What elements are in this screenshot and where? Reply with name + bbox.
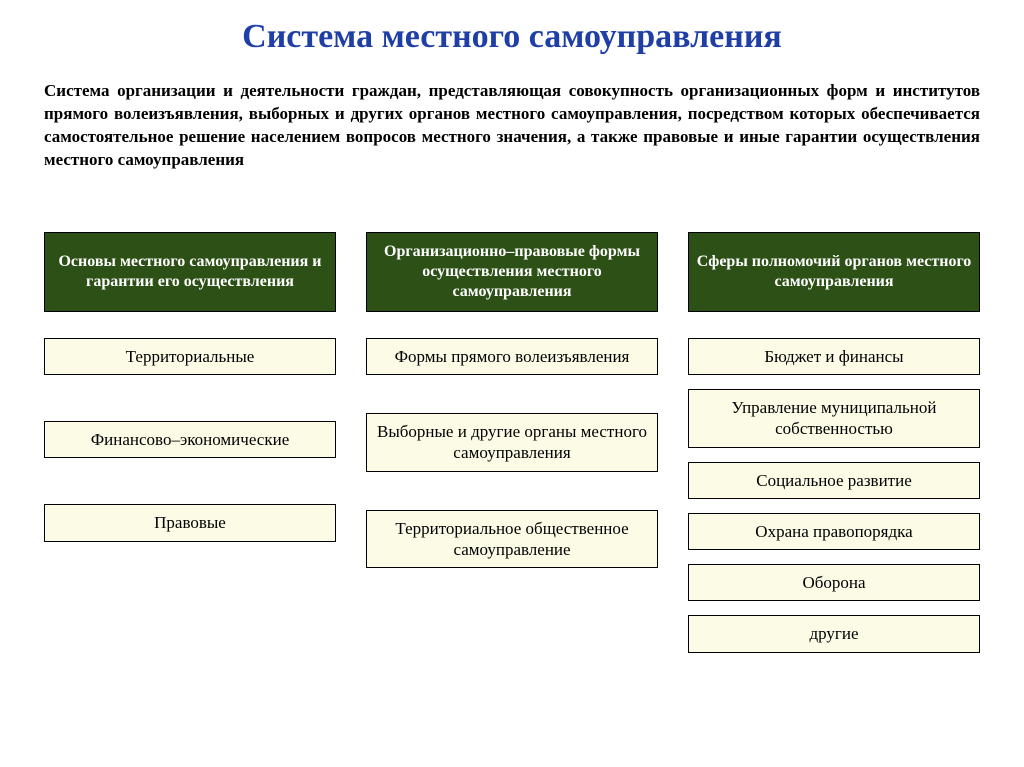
item-social-dev: Социальное развитие [688,462,980,499]
column-foundations: Основы местного самоуправления и гаранти… [44,232,336,588]
item-territorial: Территориальные [44,338,336,375]
columns-container: Основы местного самоуправления и гаранти… [44,232,980,667]
item-legal: Правовые [44,504,336,541]
column-header-powers: Сферы полномочий органов местного самоуп… [688,232,980,312]
item-law-enforcement: Охрана правопорядка [688,513,980,550]
item-direct-will: Формы прямого волеизъявления [366,338,658,375]
item-municipal-property: Управление муниципальной собственностью [688,389,980,448]
column-header-org-forms: Организационно–правовые формы осуществле… [366,232,658,312]
item-territorial-public: Территориальное общественное самоуправле… [366,510,658,569]
column-header-foundations: Основы местного самоуправления и гаранти… [44,232,336,312]
page-title: Система местного самоуправления [44,18,980,56]
column-org-forms: Организационно–правовые формы осуществле… [366,232,658,606]
item-financial-economic: Финансово–экономические [44,421,336,458]
item-other: другие [688,615,980,652]
column-powers: Сферы полномочий органов местного самоуп… [688,232,980,667]
item-budget-finance: Бюджет и финансы [688,338,980,375]
description-text: Система организации и деятельности гражд… [44,80,980,172]
item-defense: Оборона [688,564,980,601]
item-elected-bodies: Выборные и другие органы местного самоуп… [366,413,658,472]
